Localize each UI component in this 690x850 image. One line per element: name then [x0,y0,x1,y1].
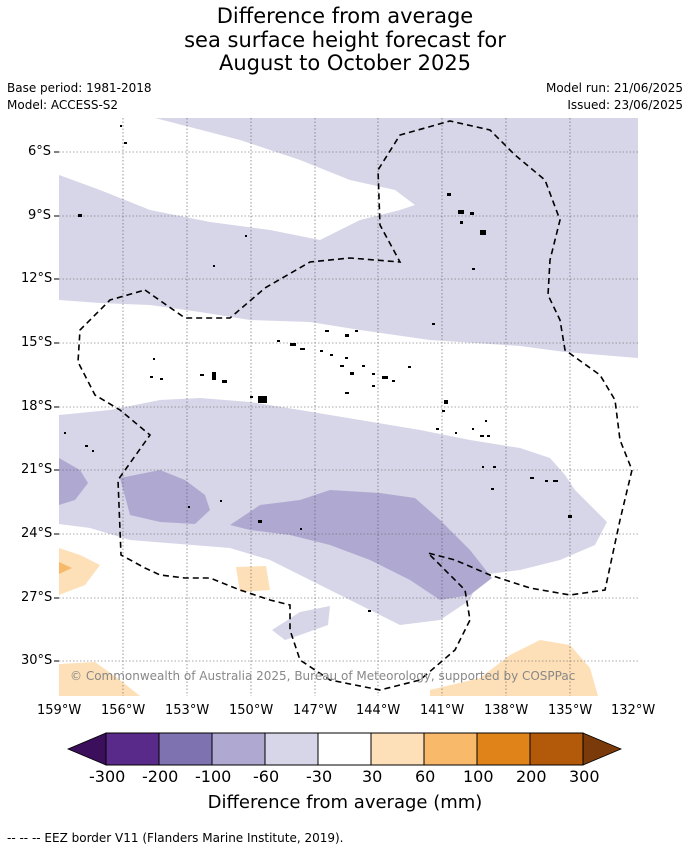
lon-label-132w: 132°W [611,703,656,718]
axis-ticks [54,151,59,662]
lon-label-138w: 138°W [484,703,529,718]
lon-label-141w: 141°W [420,703,465,718]
lat-label-6s: 6°S [28,144,52,159]
lon-label-159w: 159°W [37,703,82,718]
lat-label-18s: 18°S [21,399,53,414]
lat-label-24s: 24°S [21,526,53,541]
colorbar-swatch-9 [530,733,583,765]
pos-30-region-center [236,566,270,592]
pos-30-region-southeast [430,640,598,696]
colorbar-swatch-8 [477,733,530,765]
colorbar-label-60: 60 [415,767,436,786]
model-name: Model: ACCESS-S2 [7,98,119,112]
issued-date: Issued: 23/06/2025 [567,98,683,112]
neg-30-region-north [59,118,638,358]
neg-60-region-east [230,490,492,600]
neg-30-region-patch [272,606,330,640]
colorbar-label-100: 100 [463,767,494,786]
colorbar-swatch-5 [318,733,371,765]
base-period: Base period: 1981-2018 [7,81,152,95]
model-run: Model run: 21/06/2025 [545,81,683,95]
lat-label-9s: 9°S [28,208,52,223]
eez-border [77,120,633,691]
colorbar-swatch-6 [371,733,424,765]
colorbar-label-300: 300 [569,767,600,786]
colorbar-swatch-4 [265,733,318,765]
lon-label-144w: 144°W [356,703,401,718]
copyright-notice: © Commonwealth of Australia 2025, Bureau… [70,669,576,683]
colorbar-label-m30: -30 [306,767,333,786]
colorbar-title: Difference from average (mm) [207,792,483,813]
lon-label-150w: 150°W [229,703,274,718]
lat-label-27s: 27°S [21,590,53,605]
colorbar-over-arrow [582,732,623,766]
colorbar-label-200: 200 [516,767,547,786]
lon-label-153w: 153°W [165,703,210,718]
islands [64,125,572,612]
colorbar-swatch-2 [159,733,212,765]
pos-30-region-west [59,548,100,595]
colorbar-label-m200: -200 [142,767,179,786]
lat-label-15s: 15°S [21,335,53,350]
colorbar-label-m300: -300 [89,767,126,786]
lat-label-21s: 21°S [21,462,53,477]
lon-label-156w: 156°W [101,703,146,718]
colorbar-label-30: 30 [362,767,383,786]
colorbar-under-arrow [66,732,107,766]
pos-30-region-southwest [59,662,140,696]
title-line-3: August to October 2025 [218,51,472,75]
title-line-2: sea surface height forecast for [184,28,506,52]
lon-label-147w: 147°W [293,703,338,718]
lat-label-12s: 12°S [21,271,53,286]
eez-footnote: -- -- -- EEZ border V11 (Flanders Marine… [7,831,344,845]
colorbar-swatch-3 [212,733,265,765]
title-line-1: Difference from average [216,4,474,28]
colorbar [66,732,623,766]
colorbar-frame [105,732,584,766]
colorbar-label-m100: -100 [195,767,232,786]
lon-label-135w: 135°W [548,703,593,718]
pos-60-region-west [59,562,72,574]
colorbar-swatch-1 [106,733,159,765]
lat-label-30s: 30°S [21,653,53,668]
neg-60-region-mid [120,470,210,524]
colorbar-swatch-7 [424,733,477,765]
colorbar-label-m60: -60 [253,767,280,786]
